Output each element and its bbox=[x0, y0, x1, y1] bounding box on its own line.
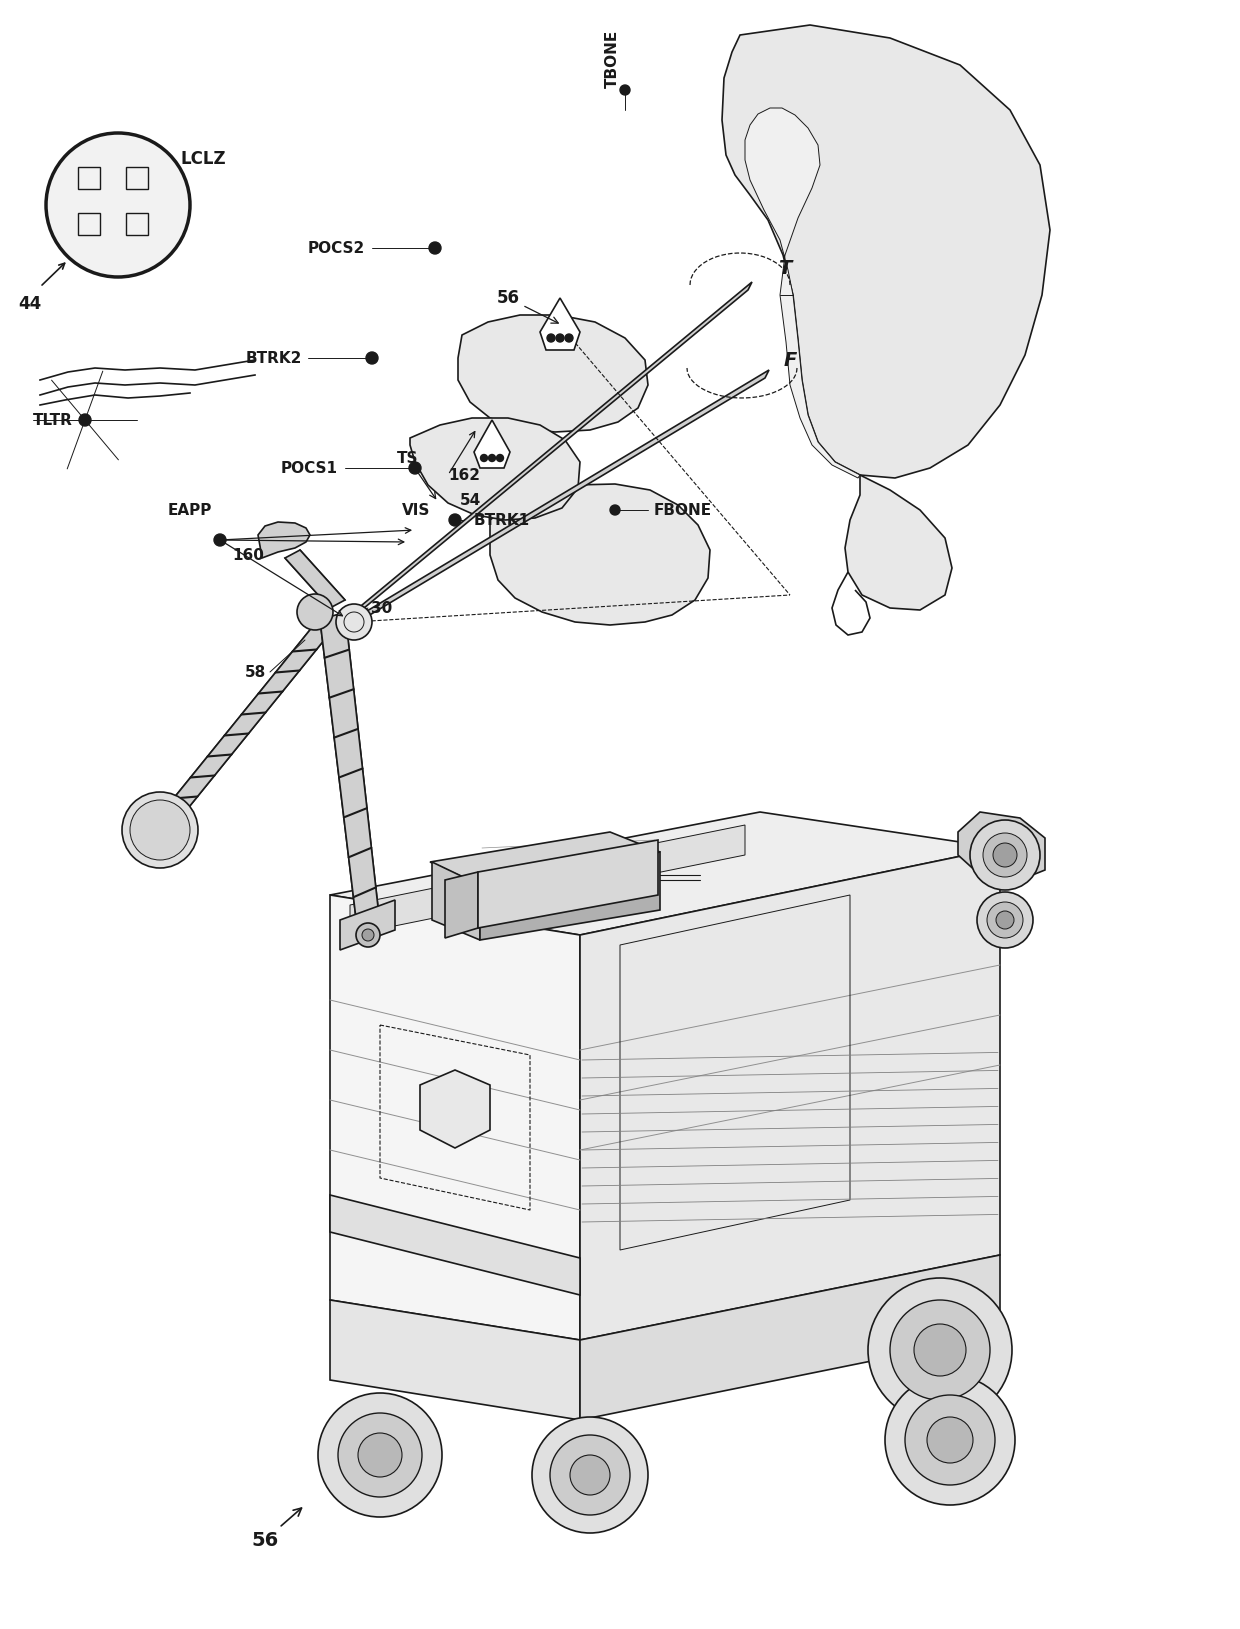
Polygon shape bbox=[430, 832, 660, 885]
Text: TLTR: TLTR bbox=[33, 412, 73, 427]
Bar bbox=[78, 213, 100, 235]
Text: 30: 30 bbox=[371, 601, 393, 616]
Circle shape bbox=[366, 352, 378, 363]
Circle shape bbox=[215, 534, 226, 546]
Polygon shape bbox=[352, 282, 751, 617]
Circle shape bbox=[532, 1417, 649, 1533]
Bar bbox=[126, 213, 148, 235]
Circle shape bbox=[46, 134, 190, 277]
Polygon shape bbox=[330, 1196, 580, 1295]
Polygon shape bbox=[330, 1300, 580, 1420]
Circle shape bbox=[987, 902, 1023, 938]
Circle shape bbox=[996, 911, 1014, 929]
Text: 54: 54 bbox=[460, 492, 481, 508]
Text: 56: 56 bbox=[252, 1508, 301, 1549]
Polygon shape bbox=[410, 419, 580, 520]
Text: 44: 44 bbox=[19, 295, 42, 313]
Circle shape bbox=[122, 792, 198, 868]
Text: BTRK2: BTRK2 bbox=[246, 350, 303, 365]
Polygon shape bbox=[285, 551, 345, 608]
Circle shape bbox=[356, 924, 379, 946]
Circle shape bbox=[339, 1412, 422, 1497]
Text: 56: 56 bbox=[496, 288, 558, 323]
Text: 160: 160 bbox=[232, 547, 264, 564]
Circle shape bbox=[970, 819, 1040, 889]
Circle shape bbox=[905, 1394, 994, 1486]
Text: F: F bbox=[784, 350, 796, 370]
Bar bbox=[126, 168, 148, 189]
Polygon shape bbox=[348, 370, 769, 629]
Polygon shape bbox=[745, 108, 861, 477]
Circle shape bbox=[358, 1434, 402, 1478]
Polygon shape bbox=[722, 24, 1050, 477]
Polygon shape bbox=[539, 298, 580, 350]
Text: T: T bbox=[779, 259, 791, 277]
Polygon shape bbox=[340, 899, 396, 950]
Circle shape bbox=[551, 1435, 630, 1515]
Circle shape bbox=[914, 1324, 966, 1377]
Circle shape bbox=[79, 414, 91, 427]
Circle shape bbox=[317, 1393, 441, 1517]
Circle shape bbox=[885, 1375, 1016, 1505]
Circle shape bbox=[496, 454, 503, 461]
Text: 162: 162 bbox=[448, 468, 480, 482]
Circle shape bbox=[977, 893, 1033, 948]
Circle shape bbox=[565, 334, 573, 342]
Text: VIS: VIS bbox=[402, 502, 430, 518]
Circle shape bbox=[489, 454, 496, 461]
Text: FBONE: FBONE bbox=[653, 502, 712, 518]
Circle shape bbox=[570, 1455, 610, 1495]
Polygon shape bbox=[959, 811, 1045, 880]
Text: TS: TS bbox=[397, 451, 435, 498]
Circle shape bbox=[928, 1417, 973, 1463]
Polygon shape bbox=[445, 872, 477, 938]
Polygon shape bbox=[420, 1070, 490, 1148]
Polygon shape bbox=[580, 849, 999, 1341]
Circle shape bbox=[620, 85, 630, 94]
Circle shape bbox=[610, 505, 620, 515]
Polygon shape bbox=[148, 617, 342, 831]
Polygon shape bbox=[458, 314, 649, 432]
Text: TBONE: TBONE bbox=[605, 29, 620, 88]
Circle shape bbox=[890, 1300, 990, 1399]
Circle shape bbox=[362, 929, 374, 942]
Polygon shape bbox=[320, 613, 379, 935]
Circle shape bbox=[993, 842, 1017, 867]
Circle shape bbox=[868, 1279, 1012, 1422]
Polygon shape bbox=[844, 476, 952, 609]
Circle shape bbox=[130, 800, 190, 860]
Circle shape bbox=[429, 243, 441, 254]
Text: POCS1: POCS1 bbox=[281, 461, 339, 476]
Circle shape bbox=[481, 454, 487, 461]
Polygon shape bbox=[477, 841, 658, 929]
Polygon shape bbox=[580, 1254, 999, 1420]
Text: BTRK1: BTRK1 bbox=[474, 513, 531, 528]
Circle shape bbox=[298, 595, 334, 630]
Circle shape bbox=[409, 463, 422, 474]
Polygon shape bbox=[350, 824, 745, 935]
Text: POCS2: POCS2 bbox=[308, 241, 365, 256]
Circle shape bbox=[630, 872, 646, 888]
Polygon shape bbox=[480, 852, 660, 940]
Polygon shape bbox=[330, 811, 999, 935]
Polygon shape bbox=[474, 420, 510, 468]
Polygon shape bbox=[258, 521, 310, 559]
Circle shape bbox=[336, 604, 372, 640]
Circle shape bbox=[547, 334, 556, 342]
Text: 58: 58 bbox=[244, 665, 265, 679]
Polygon shape bbox=[330, 894, 580, 1341]
Bar bbox=[78, 168, 100, 189]
Circle shape bbox=[556, 334, 564, 342]
Circle shape bbox=[449, 515, 461, 526]
Polygon shape bbox=[432, 862, 480, 940]
Circle shape bbox=[983, 832, 1027, 876]
Text: LCLZ: LCLZ bbox=[180, 150, 226, 168]
Text: EAPP: EAPP bbox=[167, 503, 212, 518]
Polygon shape bbox=[490, 484, 711, 626]
